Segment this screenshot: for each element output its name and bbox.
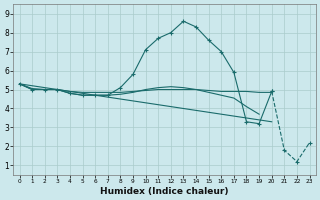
X-axis label: Humidex (Indice chaleur): Humidex (Indice chaleur)	[100, 187, 229, 196]
